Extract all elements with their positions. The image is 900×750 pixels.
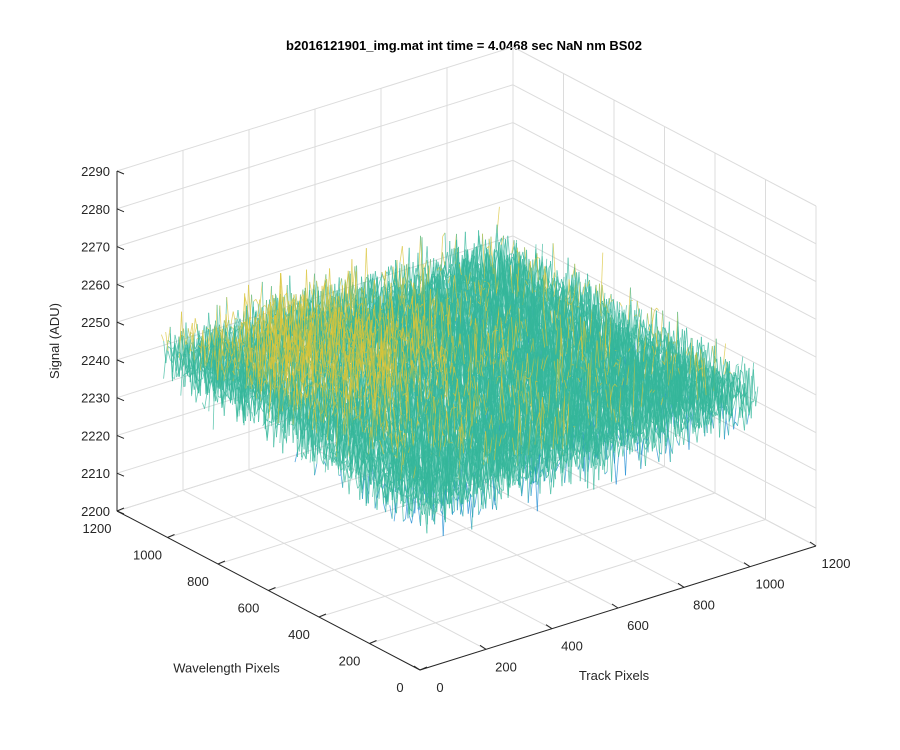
surface-segment [194, 318, 198, 331]
surface-segment [390, 266, 394, 302]
surface-segment [442, 252, 446, 266]
surface-segment [230, 311, 234, 325]
surface-segment [180, 328, 184, 361]
surface-segment [494, 224, 498, 254]
grid-line-y-floor [369, 519, 766, 644]
surface-segment [381, 271, 385, 280]
surface-segment [167, 350, 171, 360]
surface-segment [449, 248, 453, 268]
surface-segment [500, 235, 504, 246]
surface-segment [388, 265, 392, 276]
surface-segment [174, 356, 177, 371]
surface-segment [392, 266, 396, 286]
surface-segment [451, 263, 455, 268]
surface-segment [208, 329, 211, 348]
surface-segment [167, 346, 171, 349]
surface-segment [478, 235, 482, 257]
surface-segment [295, 294, 299, 313]
surface-segment [204, 393, 208, 409]
grid-line-y-floor [318, 492, 716, 618]
surface-segment [176, 336, 180, 371]
surface-segment [309, 281, 313, 295]
surface-segment [446, 252, 450, 268]
surface-segment [165, 331, 169, 351]
surface-segment [552, 243, 556, 278]
surface-segment [259, 281, 263, 305]
surface-segment [161, 334, 165, 342]
surface-segment [183, 336, 187, 358]
surface-segment [185, 328, 189, 358]
surface-segment [365, 248, 369, 304]
surface-segment [194, 324, 198, 334]
surface-segment [183, 328, 187, 344]
surface-segment [189, 322, 193, 337]
surface-plot [161, 206, 759, 537]
surface-segment [163, 356, 167, 379]
surface-segment [537, 257, 540, 259]
surface-segment [185, 335, 189, 344]
surface-segment [424, 260, 428, 268]
surface-segment [189, 343, 193, 363]
surface-segment [399, 246, 403, 263]
surface-segment [482, 239, 486, 270]
surface-segment [174, 334, 178, 345]
surface-segment [403, 264, 407, 285]
surface-segment [453, 233, 457, 256]
surface-segment [172, 344, 176, 382]
surface-segment [167, 326, 171, 344]
surface-segment [174, 342, 178, 353]
surface-segment [235, 318, 238, 320]
surface-segment [235, 322, 239, 330]
surface-segment [169, 333, 173, 378]
chart-title: b2016121901_img.mat int time = 4.0468 se… [286, 38, 642, 53]
surface-segment [381, 285, 385, 289]
surface-segment [253, 299, 257, 302]
surface-segment [255, 299, 259, 305]
surface-segment [442, 232, 446, 237]
surface-segment [230, 326, 234, 329]
surface-segment [284, 284, 288, 314]
grid-line-y-floor [268, 466, 665, 591]
